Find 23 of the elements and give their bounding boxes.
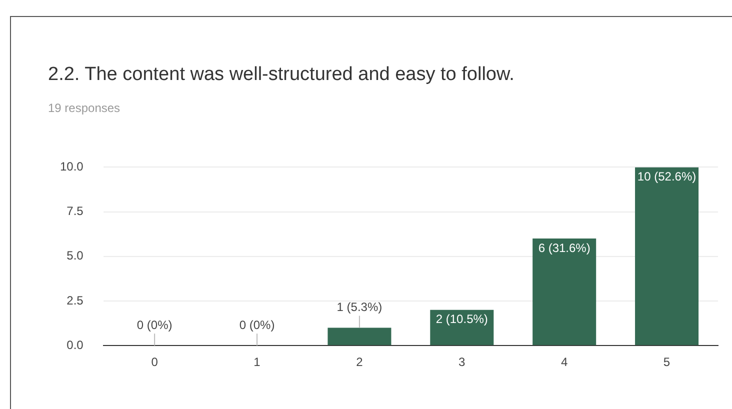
x-tick-label: 5: [663, 355, 670, 370]
data-label: 2 (10.5%): [436, 312, 488, 326]
y-tick-label: 10.0: [60, 160, 84, 174]
bar: [430, 310, 494, 346]
y-tick-label: 5.0: [66, 248, 84, 263]
x-tick-label: 3: [458, 355, 466, 370]
x-tick-label: 1: [254, 355, 261, 370]
bar: [635, 167, 699, 346]
x-tick-label: 4: [560, 355, 568, 370]
y-tick-label: 7.5: [66, 204, 84, 218]
y-tick-label: 0.0: [66, 338, 84, 352]
data-label: 10 (52.6%): [637, 170, 696, 184]
bar: [532, 238, 596, 346]
x-tick-label: 2: [356, 355, 364, 370]
y-tick-label: 2.5: [66, 293, 84, 308]
data-label: 1 (5.3%): [336, 300, 382, 314]
data-label: 6 (31.6%): [538, 240, 590, 255]
chart-title: 2.2. The content was well-structured and easy to follow.: [48, 64, 514, 86]
x-tick-label: 0: [151, 355, 158, 370]
data-label: 0 (0%): [136, 318, 172, 332]
bar: [328, 328, 392, 346]
data-label: 0 (0%): [239, 318, 275, 332]
chart-subtitle: 19 responses: [48, 101, 120, 115]
